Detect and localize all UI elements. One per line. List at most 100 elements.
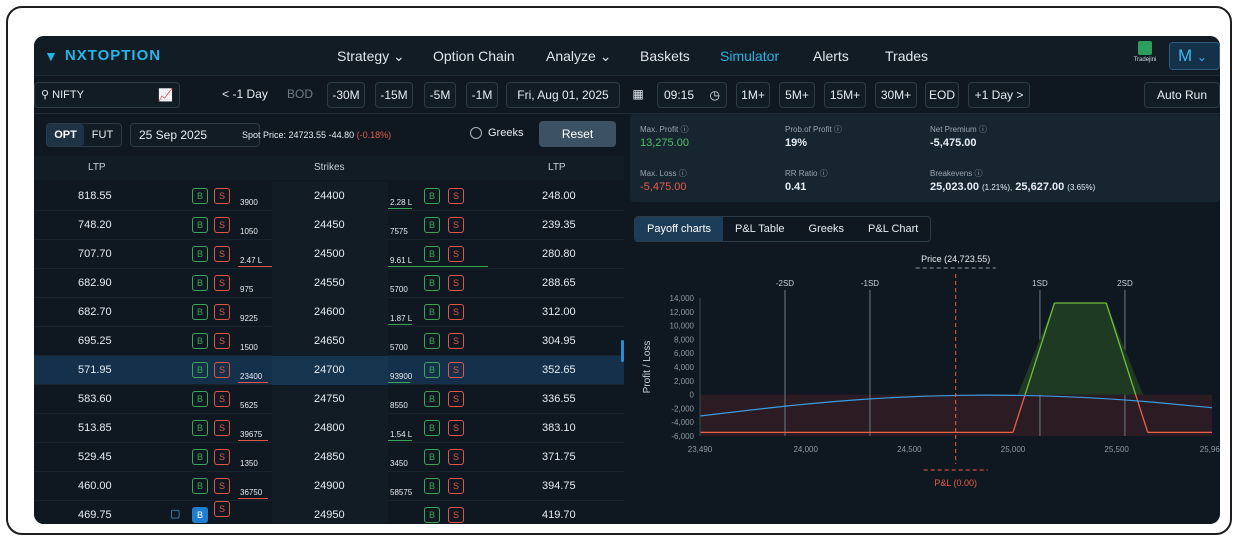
table-row[interactable]: 469.75 ▢ B S 24950 B S 419.70 — [34, 501, 624, 524]
table-row[interactable]: 748.20 B S 1050 24450 7575 B S 239.35 — [34, 211, 624, 240]
greeks-toggle[interactable]: Greeks — [470, 127, 523, 139]
tab-pl-chart[interactable]: P&L Chart — [868, 223, 919, 235]
call-sell-button[interactable]: S — [214, 217, 230, 233]
table-row[interactable]: 513.85 B S 39675 24800 1.54 L B S 383.10 — [34, 414, 624, 443]
scrollbar[interactable] — [621, 340, 624, 362]
call-buy-button[interactable]: B — [192, 391, 208, 407]
put-buy-button[interactable]: B — [424, 478, 440, 494]
time-picker[interactable]: 09:15 ◷ — [657, 82, 727, 108]
put-sell-button[interactable]: S — [448, 188, 464, 204]
fwd-1m-button[interactable]: 1M+ — [736, 82, 770, 108]
table-row[interactable]: 583.60 B S 5625 24750 8550 B S 336.55 — [34, 385, 624, 414]
back-1m-button[interactable]: -1M — [466, 82, 498, 108]
put-sell-button[interactable]: S — [448, 478, 464, 494]
user-menu-button[interactable]: M ⌄ — [1169, 42, 1220, 70]
call-sell-button[interactable]: S — [214, 501, 230, 517]
table-row[interactable]: 682.70 B S 9225 24600 1.87 L B S 312.00 — [34, 298, 624, 327]
nav-simulator[interactable]: Simulator — [720, 48, 780, 64]
put-sell-button[interactable]: S — [448, 246, 464, 262]
next-day-button[interactable]: +1 Day > — [968, 82, 1030, 108]
put-sell-button[interactable]: S — [448, 507, 464, 523]
call-sell-button[interactable]: S — [214, 333, 230, 349]
back-5m-button[interactable]: -5M — [424, 82, 456, 108]
table-row[interactable]: 571.95 B S 23400 24700 93900 B S 352.65 — [34, 356, 624, 385]
call-sell-button[interactable]: S — [214, 304, 230, 320]
table-row[interactable]: 707.70 B S 2.47 L 24500 9.61 L B S 280.80 — [34, 240, 624, 269]
call-buy-button[interactable]: B — [192, 362, 208, 378]
symbol-search[interactable]: ⚲ NIFTY 📈 — [34, 82, 180, 108]
nav-option-chain[interactable]: Option Chain — [433, 48, 515, 64]
put-sell-button[interactable]: S — [448, 275, 464, 291]
bod-button[interactable]: BOD — [286, 87, 313, 101]
table-row[interactable]: 460.00 B S 36750 24900 58575 B S 394.75 — [34, 472, 624, 501]
put-buy-button[interactable]: B — [424, 449, 440, 465]
call-sell-button[interactable]: S — [214, 188, 230, 204]
calendar-icon[interactable]: ▦ — [632, 87, 644, 101]
put-buy-button[interactable]: B — [424, 391, 440, 407]
table-row[interactable]: 818.55 B S 3900 24400 2.28 L B S 248.00 — [34, 182, 624, 211]
call-buy-button[interactable]: B — [192, 478, 208, 494]
put-sell-button[interactable]: S — [448, 420, 464, 436]
put-buy-button[interactable]: B — [424, 188, 440, 204]
basket-icon[interactable]: ▢ — [170, 508, 181, 520]
back-30m-button[interactable]: -30M — [327, 82, 365, 108]
table-row[interactable]: 682.90 B S 975 24550 5700 B S 288.65 — [34, 269, 624, 298]
eod-button[interactable]: EOD — [925, 82, 959, 108]
put-buy-button[interactable]: B — [424, 275, 440, 291]
nav-baskets[interactable]: Baskets — [640, 48, 690, 64]
put-buy-button[interactable]: B — [424, 217, 440, 233]
put-sell-button[interactable]: S — [448, 217, 464, 233]
reset-button[interactable]: Reset — [539, 121, 616, 147]
put-buy-button[interactable]: B — [424, 333, 440, 349]
broker-badge[interactable]: Tradejini — [1132, 41, 1158, 63]
call-sell-button[interactable]: S — [214, 420, 230, 436]
fwd-15m-button[interactable]: 15M+ — [824, 82, 866, 108]
nav-analyze[interactable]: Analyze ⌄ — [546, 48, 612, 64]
call-buy-button[interactable]: B — [192, 420, 208, 436]
call-sell-button[interactable]: S — [214, 478, 230, 494]
call-buy-button[interactable]: B — [192, 188, 208, 204]
back-15m-button[interactable]: -15M — [375, 82, 413, 108]
payoff-chart[interactable]: 14,000 12,000 10,000 8,000 6,000 4,000 2,000 0 -… — [630, 244, 1220, 524]
call-buy-button[interactable]: B — [192, 449, 208, 465]
call-buy-button[interactable]: B — [192, 275, 208, 291]
nav-alerts[interactable]: Alerts — [813, 48, 849, 64]
put-buy-button[interactable]: B — [424, 420, 440, 436]
table-row[interactable]: 695.25 B S 1500 24650 5700 B S 304.95 — [34, 327, 624, 356]
put-sell-button[interactable]: S — [448, 391, 464, 407]
call-sell-button[interactable]: S — [214, 362, 230, 378]
tab-pl-table[interactable]: P&L Table — [735, 223, 785, 235]
expiry-select[interactable]: 25 Sep 2025 — [130, 123, 260, 147]
put-buy-button[interactable]: B — [424, 507, 440, 523]
fwd-30m-button[interactable]: 30M+ — [875, 82, 917, 108]
put-sell-button[interactable]: S — [448, 304, 464, 320]
brand-logo[interactable]: ▼ NXTOPTION — [44, 47, 161, 64]
put-sell-button[interactable]: S — [448, 333, 464, 349]
put-buy-button[interactable]: B — [424, 246, 440, 262]
call-buy-button[interactable]: B — [192, 333, 208, 349]
tab-fut[interactable]: FUT — [91, 129, 114, 141]
table-row[interactable]: 529.45 B S 1350 24850 3450 B S 371.75 — [34, 443, 624, 472]
auto-run-button[interactable]: Auto Run — [1144, 82, 1220, 108]
prev-day-button[interactable]: < -1 Day — [222, 87, 268, 101]
fwd-5m-button[interactable]: 5M+ — [779, 82, 815, 108]
date-picker[interactable]: Fri, Aug 01, 2025 — [506, 82, 620, 108]
nav-strategy[interactable]: Strategy ⌄ — [337, 48, 405, 64]
call-sell-button[interactable]: S — [214, 246, 230, 262]
put-sell-button[interactable]: S — [448, 449, 464, 465]
nav-trades[interactable]: Trades — [885, 48, 929, 64]
call-buy-button[interactable]: B — [192, 217, 208, 233]
put-buy-button[interactable]: B — [424, 362, 440, 378]
put-buy-button[interactable]: B — [424, 304, 440, 320]
call-buy-button[interactable]: B — [192, 507, 208, 523]
tab-opt[interactable]: OPT — [47, 124, 84, 146]
call-sell-button[interactable]: S — [214, 391, 230, 407]
tab-greeks[interactable]: Greeks — [808, 223, 845, 235]
call-sell-button[interactable]: S — [214, 449, 230, 465]
tab-payoff-charts[interactable]: Payoff charts — [635, 217, 723, 241]
call-sell-button[interactable]: S — [214, 275, 230, 291]
put-sell-button[interactable]: S — [448, 362, 464, 378]
call-buy-button[interactable]: B — [192, 304, 208, 320]
call-buy-button[interactable]: B — [192, 246, 208, 262]
chart-icon[interactable]: 📈 — [158, 88, 173, 102]
